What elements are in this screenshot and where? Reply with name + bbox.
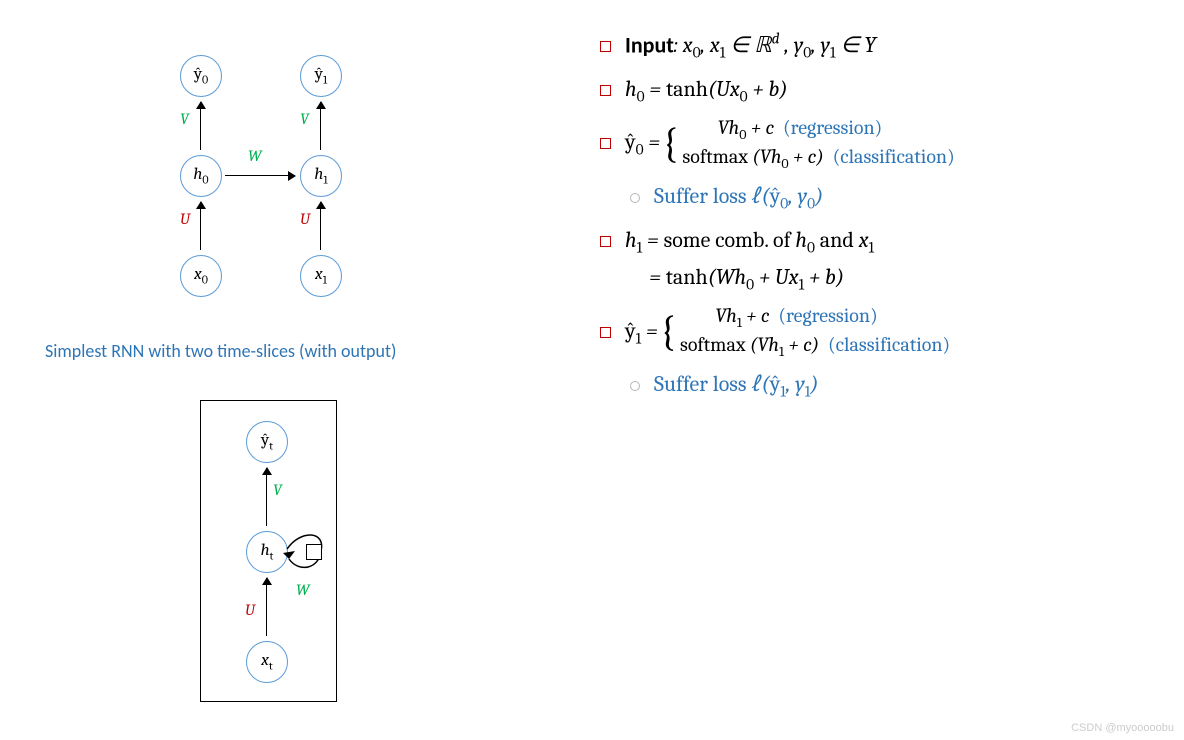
bullet-icon <box>600 138 611 149</box>
eq-input: Input: x0, x1 ∈ ℝd , y0, y1 ∈ Y <box>600 28 1160 66</box>
node-xt: xt <box>246 641 288 683</box>
input-label: Input <box>625 31 674 58</box>
bullet-icon <box>600 236 611 247</box>
input-expr: : x0, x1 ∈ ℝd , y0, y1 ∈ Y <box>674 32 876 58</box>
eq-h0-expr: h0 = tanh(Ux0 + b) <box>625 72 1160 109</box>
node-yt: ŷt <box>246 421 288 463</box>
eq-y0-cls: softmax (Vh0 + c) (classification) <box>682 144 954 173</box>
eq-y1-lhs: ŷ1 = <box>625 314 658 351</box>
eq-loss0: Suffer loss ℓ(ŷ0, y0) <box>600 179 1160 216</box>
eq-y0: ŷ0 = { Vh0 + c (regression) softmax (Vh0… <box>600 115 1160 173</box>
eq-y1-reg: Vh1 + c (regression) <box>680 303 950 332</box>
node-x1: x1 <box>300 255 342 297</box>
eq-loss1-text: Suffer loss ℓ(ŷ1, y1) <box>654 367 1160 404</box>
rnn-unrolled-diagram: ŷ0 ŷ1 h0 h1 x0 x1 V V U U W <box>140 55 400 315</box>
label-U-t: U <box>245 601 255 619</box>
feedback-delay-box <box>306 544 322 560</box>
label-V-1: V <box>300 110 309 128</box>
arrow-h0-h1 <box>225 175 295 176</box>
eq-y0-reg: Vh0 + c (regression) <box>682 115 954 144</box>
eq-loss0-text: Suffer loss ℓ(ŷ0, y0) <box>654 179 1160 216</box>
subbullet-icon <box>630 193 640 203</box>
node-y1: ŷ1 <box>300 55 342 97</box>
bullet-icon <box>600 41 611 52</box>
arrow-ht-yt <box>266 468 267 526</box>
node-h0: h0 <box>180 155 222 197</box>
eq-y1: ŷ1 = { Vh1 + c (regression) softmax (Vh1… <box>600 303 1160 361</box>
arrow-h1-y1 <box>320 102 321 150</box>
brace-icon: { <box>660 311 676 353</box>
diagram-caption: Simplest RNN with two time-slices (with … <box>45 340 396 362</box>
arrow-x0-h0 <box>200 202 201 250</box>
eq-h0: h0 = tanh(Ux0 + b) <box>600 72 1160 109</box>
label-U-0: U <box>180 210 190 228</box>
arrow-x1-h1 <box>320 202 321 250</box>
rnn-rolled-diagram: ŷt ht xt V U W <box>200 400 337 702</box>
eq-h1-expr: h1 = some comb. of h0 and x1 = tanh(Wh0 … <box>625 223 1160 298</box>
eq-h1: h1 = some comb. of h0 and x1 = tanh(Wh0 … <box>600 223 1160 298</box>
watermark: CSDN @myooooobu <box>1071 722 1174 734</box>
brace-icon: { <box>662 123 678 165</box>
eq-y0-lhs: ŷ0 = <box>625 125 660 162</box>
equations-panel: Input: x0, x1 ∈ ℝd , y0, y1 ∈ Y h0 = tan… <box>600 28 1160 411</box>
label-W-t: W <box>296 581 310 599</box>
eq-loss1: Suffer loss ℓ(ŷ1, y1) <box>600 367 1160 404</box>
node-y0: ŷ0 <box>180 55 222 97</box>
node-h1: h1 <box>300 155 342 197</box>
arrow-xt-ht <box>266 578 267 636</box>
subbullet-icon <box>630 381 640 391</box>
bullet-icon <box>600 327 611 338</box>
arrow-h0-y0 <box>200 102 201 150</box>
bullet-icon <box>600 85 611 96</box>
label-W: W <box>248 147 262 165</box>
eq-y1-cls: softmax (Vh1 + c) (classification) <box>680 332 950 361</box>
label-V-0: V <box>180 110 189 128</box>
label-U-1: U <box>300 210 310 228</box>
node-x0: x0 <box>180 255 222 297</box>
label-V-t: V <box>273 481 282 499</box>
